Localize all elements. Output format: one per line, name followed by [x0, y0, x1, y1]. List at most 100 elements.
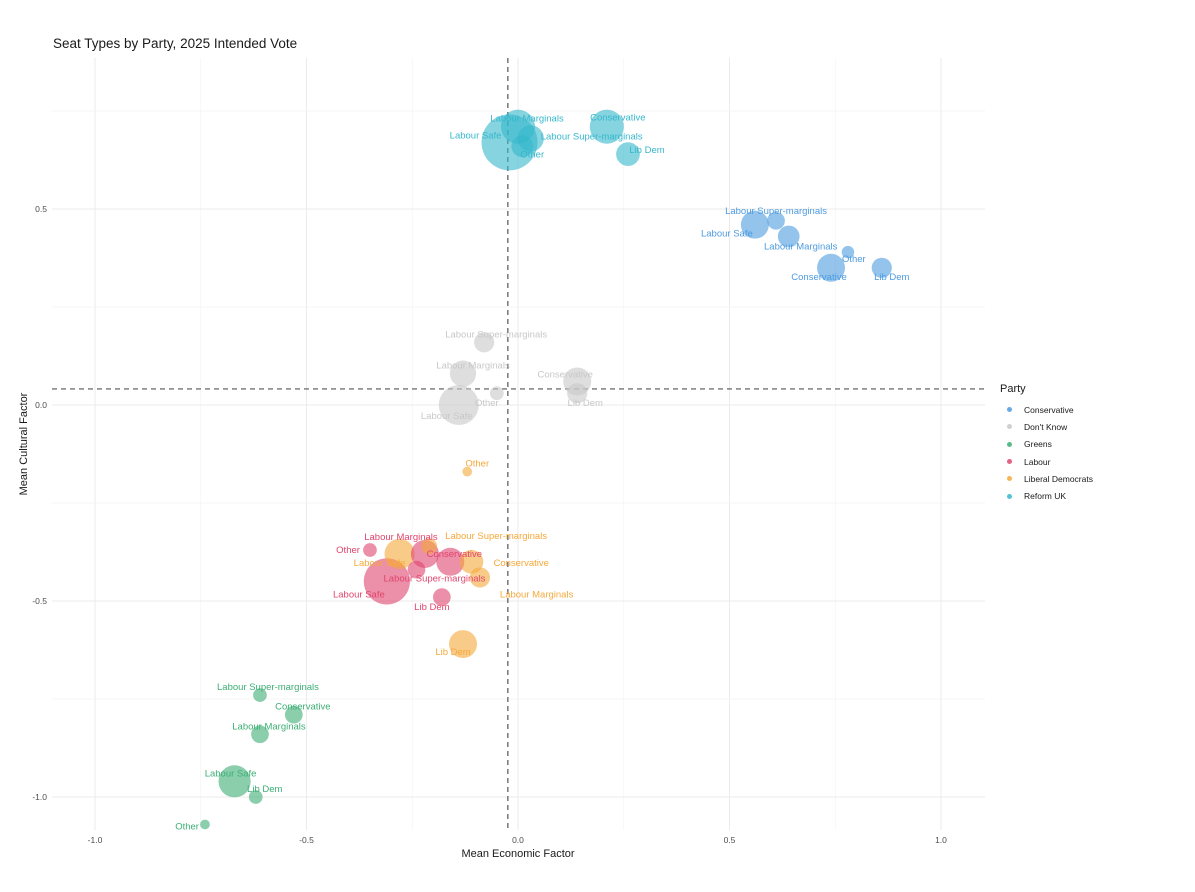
legend-swatch [1007, 476, 1012, 482]
point-conservative-labour-marginals[interactable] [777, 225, 800, 248]
legend-swatch [1007, 424, 1012, 430]
point-liberal-democrats-labour-super-marginals[interactable] [421, 538, 438, 555]
point-label: Labour Safe [701, 229, 753, 240]
point-label: Labour Marginals [436, 361, 510, 372]
point-label: Conservative [275, 702, 330, 713]
point-don-t-know-other[interactable] [489, 386, 504, 401]
point-conservative-lib-dem[interactable] [871, 257, 892, 278]
point-conservative-labour-safe[interactable] [740, 210, 769, 239]
point-label: Labour Super-marginals [541, 131, 643, 142]
point-label: Labour Marginals [232, 721, 306, 732]
point-labour-conservative[interactable] [436, 547, 465, 576]
point-labour-labour-safe[interactable] [363, 558, 410, 605]
point-liberal-democrats-lib-dem[interactable] [449, 630, 478, 659]
point-label: Labour Safe [354, 558, 406, 569]
legend-item: Greens [1000, 436, 1093, 453]
point-label: Other [475, 398, 499, 409]
legend-swatch [1007, 407, 1012, 413]
point-label: Conservative [537, 369, 592, 380]
point-reform-uk-other[interactable] [511, 135, 534, 158]
point-label: Labour Marginals [764, 241, 838, 252]
point-don-t-know-labour-super-marginals[interactable] [474, 332, 495, 353]
point-label: Labour Super-marginals [384, 574, 486, 585]
legend-label: Reform UK [1024, 491, 1067, 502]
grid-lines [52, 58, 985, 830]
point-reform-uk-lib-dem[interactable] [616, 142, 640, 166]
x-tick-label: -1.0 [88, 835, 103, 845]
point-greens-other[interactable] [200, 819, 210, 830]
point-conservative-labour-super-marginals[interactable] [767, 211, 785, 230]
point-label: Labour Safe [333, 589, 385, 600]
legend-item: Liberal Democrats [1000, 470, 1093, 487]
point-liberal-democrats-other[interactable] [462, 466, 473, 477]
point-label: Lib Dem [435, 647, 470, 658]
point-label: Conservative [427, 549, 482, 560]
point-label: Other [465, 459, 489, 470]
x-tick-label: 0.0 [512, 835, 524, 845]
point-label: Lib Dem [568, 398, 603, 409]
point-label: Other [336, 545, 360, 556]
reference-lines [52, 58, 985, 830]
point-labour-lib-dem[interactable] [433, 588, 451, 606]
point-labels: Labour Super-marginals Labour Safe Labour … [175, 113, 909, 833]
legend-item: Reform UK [1000, 487, 1093, 504]
point-label: Conservative [590, 113, 645, 124]
y-tick-label: 0.5 [35, 204, 47, 214]
point-label: Conservative [791, 272, 846, 283]
point-label: Other [842, 254, 866, 265]
legend-label: Labour [1024, 456, 1051, 467]
point-label: Labour Super-marginals [445, 531, 547, 542]
legend-label: Greens [1024, 439, 1052, 450]
legend-swatch [1007, 459, 1012, 465]
point-greens-labour-marginals[interactable] [251, 725, 269, 744]
point-conservative-other[interactable] [841, 245, 855, 259]
point-don-t-know-labour-safe[interactable] [438, 385, 479, 425]
legend-label: Conservative [1024, 404, 1074, 415]
legend-item: Conservative [1000, 401, 1093, 418]
point-greens-conservative[interactable] [284, 705, 303, 724]
point-label: Labour Safe [450, 130, 502, 141]
point-greens-labour-super-marginals[interactable] [253, 688, 267, 702]
chart-title: Seat Types by Party, 2025 Intended Vote [53, 36, 298, 51]
y-tick-label: 0.0 [35, 400, 47, 410]
point-label: Other [520, 149, 544, 160]
point-label: Labour Super-marginals [445, 329, 547, 340]
point-labour-other[interactable] [363, 543, 377, 557]
legend-label: Don't Know [1024, 421, 1068, 432]
point-greens-labour-safe[interactable] [218, 765, 251, 798]
legend-item: Don't Know [1000, 418, 1093, 435]
point-label: Labour Super-marginals [217, 682, 319, 693]
legend-swatch [1007, 441, 1012, 447]
x-tick-label: 0.5 [724, 835, 736, 845]
point-labour-labour-super-marginals[interactable] [407, 560, 426, 579]
y-tick-label: -0.5 [32, 596, 47, 606]
x-axis-title: Mean Economic Factor [461, 848, 574, 860]
point-label: Lib Dem [414, 602, 449, 613]
x-tick-label: 1.0 [935, 835, 947, 845]
point-label: Conservative [493, 558, 548, 569]
point-label: Labour Safe [421, 411, 473, 422]
point-conservative-conservative[interactable] [817, 253, 846, 282]
point-label: Lib Dem [629, 145, 664, 156]
legend-swatch [1007, 493, 1012, 499]
point-label: Labour Marginals [364, 532, 438, 543]
point-don-t-know-labour-marginals[interactable] [449, 360, 477, 387]
legend-item: Labour [1000, 453, 1093, 470]
point-liberal-democrats-labour-marginals[interactable] [469, 567, 491, 588]
point-greens-lib-dem[interactable] [248, 790, 263, 804]
point-liberal-democrats-labour-safe[interactable] [384, 538, 415, 570]
point-label: Labour Safe [205, 768, 257, 779]
point-label: Labour Marginals [490, 114, 564, 125]
legend-label: Liberal Democrats [1024, 473, 1093, 484]
y-tick-label: -1.0 [32, 792, 47, 802]
legend-title: Party [1000, 383, 1026, 395]
point-label: Other [175, 821, 199, 832]
data-points [200, 109, 892, 830]
point-don-t-know-lib-dem[interactable] [567, 383, 588, 404]
legend-items: Conservative Don't Know Greens Labour Libera… [1000, 401, 1093, 505]
point-label: Lib Dem [874, 272, 909, 283]
axis-ticks: -1.0 -0.5 0.0 0.5 1.0 -1.0 -0.5 0.0 0.5 [32, 204, 947, 845]
x-tick-label: -0.5 [299, 835, 314, 845]
point-reform-uk-conservative[interactable] [589, 109, 624, 144]
